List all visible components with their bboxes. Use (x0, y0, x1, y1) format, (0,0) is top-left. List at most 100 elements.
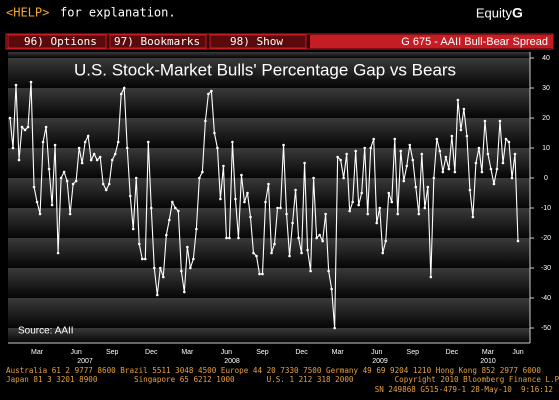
data-point (492, 182, 496, 186)
data-point (104, 188, 108, 192)
data-point (327, 269, 330, 273)
data-point (56, 251, 60, 255)
data-point (402, 179, 406, 183)
data-point (465, 134, 469, 138)
data-point (98, 155, 102, 159)
data-point (444, 155, 448, 159)
data-point (168, 218, 171, 222)
data-point (405, 164, 409, 168)
data-point (192, 257, 195, 261)
data-point (149, 206, 153, 210)
x-tick-label: Dec (295, 349, 308, 356)
data-point (426, 185, 430, 189)
data-point (83, 140, 87, 144)
data-point (180, 269, 183, 273)
data-point (495, 167, 499, 171)
y-tick-label: 20 (542, 115, 550, 122)
data-point (131, 227, 135, 231)
data-point (198, 176, 201, 180)
data-point (228, 236, 231, 240)
data-point (342, 176, 345, 180)
data-point (152, 266, 156, 270)
data-point (318, 233, 321, 237)
data-point (20, 125, 24, 129)
x-tick-label: Mar (332, 349, 345, 356)
data-point (237, 236, 240, 240)
data-point (158, 266, 162, 270)
grid-band (8, 118, 530, 148)
data-point (339, 158, 342, 162)
data-point (53, 143, 57, 147)
data-point (387, 191, 391, 195)
data-point (468, 188, 472, 192)
data-point (309, 269, 312, 273)
footer-line: Australia 61 2 9777 8600 Brazil 5511 304… (6, 366, 541, 375)
data-point (38, 212, 42, 216)
data-point (378, 206, 382, 210)
data-point (501, 161, 505, 165)
x-year-label: 2010 (480, 358, 496, 365)
y-tick-label: 0 (544, 175, 548, 182)
screen-title: G 675 - AAII Bull-Bear Spread (401, 36, 548, 48)
data-point (462, 107, 466, 111)
menu-button[interactable] (209, 34, 307, 49)
data-point (11, 146, 15, 150)
source-note: Source: AAII (18, 326, 74, 337)
data-point (417, 212, 421, 216)
data-point (282, 143, 285, 147)
data-point (107, 182, 111, 186)
data-point (477, 146, 481, 150)
data-point (390, 200, 394, 204)
data-point (116, 140, 120, 144)
data-point (155, 293, 159, 297)
data-point (89, 158, 93, 162)
menu-button[interactable] (7, 34, 107, 49)
menu-item[interactable]: 96) Options (24, 35, 97, 48)
data-point (210, 89, 213, 93)
y-tick-label: -30 (541, 265, 551, 272)
data-point (456, 98, 460, 102)
help-key[interactable]: <HELP> (6, 6, 49, 20)
x-year-label: 2007 (77, 358, 93, 365)
data-point (137, 242, 141, 246)
data-point (438, 149, 442, 153)
data-point (125, 146, 129, 150)
data-point (285, 212, 288, 216)
data-point (396, 212, 400, 216)
footer-line: Japan 81 3 3201 8900 Singapore 65 6212 1… (6, 375, 559, 384)
data-point (267, 182, 270, 186)
x-tick-label: Mar (31, 349, 44, 356)
data-point (74, 179, 78, 183)
data-point (372, 137, 376, 141)
data-point (363, 146, 366, 150)
data-point (399, 149, 403, 153)
data-point (312, 176, 315, 180)
x-tick-label: Jun (371, 349, 382, 356)
menu-item[interactable]: 97) Bookmarks (114, 35, 200, 48)
data-point (414, 185, 418, 189)
data-point (474, 161, 478, 165)
x-tick-label: Sep (256, 349, 269, 356)
menu-button[interactable] (109, 34, 207, 49)
data-point (351, 200, 354, 204)
data-point (486, 152, 490, 156)
data-point (249, 215, 252, 219)
data-point (171, 200, 174, 204)
x-tick-label: Mar (482, 349, 495, 356)
data-point (35, 200, 39, 204)
x-tick-label: Dec (145, 349, 158, 356)
data-point (513, 152, 517, 156)
data-point (59, 176, 63, 180)
data-point (86, 134, 90, 138)
data-point (330, 287, 333, 291)
data-point (47, 167, 51, 171)
data-point (68, 212, 72, 216)
data-point (246, 191, 249, 195)
screen-title-box (310, 35, 553, 48)
data-point (384, 239, 388, 243)
menu-item[interactable]: 98) Show (230, 35, 283, 48)
data-point (71, 182, 75, 186)
grid-band (8, 88, 530, 118)
data-point (336, 155, 339, 159)
